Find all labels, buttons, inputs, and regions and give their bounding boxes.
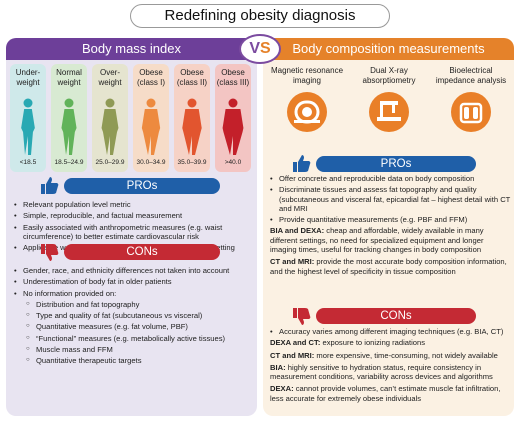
bmi-pros-bar: PROs: [64, 178, 220, 194]
person-silhouette-icon: [61, 98, 77, 155]
list-item: Underestimation of body fat in older pat…: [14, 277, 254, 287]
person-silhouette-icon: [222, 98, 244, 155]
person-silhouette-icon: [141, 98, 161, 155]
bmi-range-value: <18.5: [19, 159, 37, 166]
note-key: BIA and DEXA:: [270, 226, 325, 236]
thumbs-up-icon: [293, 155, 311, 172]
note-paragraph: BIA and DEXA: cheap and affordable, wide…: [270, 226, 484, 255]
list-item: Simple, reproducible, and factual measur…: [14, 211, 254, 221]
bmi-range-value: 18.5–24.9: [54, 159, 84, 166]
thumbs-up-icon: [41, 177, 59, 194]
bmi-category-card: Over-weight 25.0–29.9: [92, 64, 128, 172]
bmi-range-value: >40.0: [224, 159, 242, 166]
bia-scale-icon: [451, 92, 491, 132]
sub-list-item: “Functional” measures (e.g. metabolicall…: [14, 334, 254, 344]
note-paragraph: DEXA and CT: exposure to ionizing radiat…: [270, 338, 426, 348]
mri-scanner-icon-glyph: [294, 100, 320, 124]
dexa-scanner-icon: [369, 92, 409, 132]
note-paragraph: DEXA: cannot provide volumes, can’t esti…: [270, 384, 501, 403]
list-item: Provide quantitative measurements (e.g. …: [270, 215, 512, 225]
imaging-method-label: Magnetic resonance imaging: [270, 66, 344, 85]
note-key: DEXA:: [270, 384, 294, 394]
note-key: BIA:: [270, 362, 286, 372]
bmi-category-label: Obese (class I): [137, 68, 165, 87]
bmi-range-value: 30.0–34.9: [136, 159, 166, 166]
list-item: Gender, race, and ethnicity differences …: [14, 266, 254, 276]
sub-list-item: Type and quality of fat (subcutaneous vs…: [14, 311, 254, 321]
list-item: Relevant population level metric: [14, 200, 254, 210]
bcm-pros-list: Offer concrete and reproducible data on …: [270, 174, 512, 279]
bcm-cons-list: Accuracy varies among different imaging …: [270, 327, 512, 406]
imaging-method: Dual X-ray absorptiometry: [350, 66, 428, 132]
bcm-cons-bar: CONs: [316, 308, 476, 324]
bmi-cons-list: Gender, race, and ethnicity differences …: [14, 266, 254, 368]
note-paragraph: CT and MRI: provide the most accurate bo…: [270, 257, 507, 276]
imaging-method: Magnetic resonance imaging: [268, 66, 346, 132]
bmi-category-label: Obese (class III): [216, 68, 250, 87]
body-composition-header: Body composition measurements: [263, 38, 514, 60]
bmi-category-card: Under-weight <18.5: [10, 64, 46, 172]
note-paragraph: BIA: highly sensitive to hydration statu…: [270, 362, 493, 382]
bmi-category-card: Obese (class III) >40.0: [215, 64, 251, 172]
bcm-pros-bar: PROs: [316, 156, 476, 172]
bmi-header: Body mass index: [6, 38, 257, 60]
list-item: Easily associated with anthropometric me…: [14, 223, 254, 242]
sub-list-item: Distribution and fat topography: [14, 300, 254, 310]
bia-scale-icon-glyph: [459, 102, 483, 124]
thumbs-down-icon: [41, 244, 59, 261]
bmi-category-card: Obese (class I) 30.0–34.9: [133, 64, 169, 172]
sub-list-item: Muscle mass and FFM: [14, 345, 254, 355]
thumbs-down-icon: [293, 308, 311, 325]
note-key: CT and MRI:: [270, 257, 315, 267]
bmi-category-card: Normal weight 18.5–24.9: [51, 64, 87, 172]
list-item: No information provided on:: [14, 289, 254, 299]
mri-scanner-icon: [287, 92, 327, 132]
imaging-method-label: Dual X-ray absorptiometry: [362, 66, 416, 85]
note-key: CT and MRI:: [270, 350, 315, 360]
imaging-method-label: Bioelectrical impedance analysis: [435, 66, 507, 85]
bmi-category-label: Normal weight: [56, 68, 82, 87]
imaging-method: Bioelectrical impedance analysis: [432, 66, 510, 132]
sub-list-item: Quantitative therapeutic targets: [14, 356, 254, 366]
vs-letter-v: V: [249, 40, 260, 57]
dexa-scanner-icon-glyph: [377, 101, 401, 121]
person-silhouette-icon: [182, 98, 202, 155]
list-item: Discriminate tissues and assess fat topo…: [270, 185, 512, 213]
bmi-category-label: Over-weight: [98, 68, 122, 87]
note-key: DEXA and CT:: [270, 338, 321, 348]
person-silhouette-icon: [101, 98, 119, 155]
person-silhouette-icon: [21, 98, 35, 155]
vs-badge: VS: [239, 34, 281, 64]
bmi-range-value: 35.0–39.9: [177, 159, 207, 166]
bmi-categories: Under-weight <18.5 Normal weight 18.5–24.9 Ov…: [10, 64, 254, 174]
bmi-category-card: Obese (class II) 35.0–39.9: [174, 64, 210, 172]
bmi-category-label: Obese (class II): [176, 68, 208, 87]
note-paragraph: CT and MRI: more expensive, time-consumi…: [270, 350, 498, 360]
sub-list-item: Quantitative measures (e.g. fat volume, …: [14, 322, 254, 332]
list-item: Accuracy varies among different imaging …: [270, 327, 512, 337]
bmi-range-value: 25.0–29.9: [95, 159, 125, 166]
vs-letter-s: S: [260, 40, 271, 57]
list-item: Offer concrete and reproducible data on …: [270, 174, 512, 184]
bmi-category-label: Under-weight: [15, 68, 41, 87]
bmi-cons-bar: CONs: [64, 244, 220, 260]
page-title: Redefining obesity diagnosis: [130, 4, 390, 28]
